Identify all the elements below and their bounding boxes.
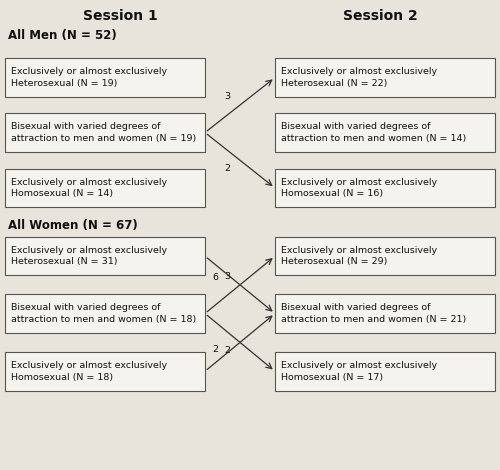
FancyBboxPatch shape (275, 237, 495, 275)
FancyBboxPatch shape (275, 352, 495, 391)
FancyBboxPatch shape (275, 58, 495, 97)
FancyBboxPatch shape (275, 113, 495, 152)
Text: Bisexual with varied degrees of
attraction to men and women (N = 14): Bisexual with varied degrees of attracti… (281, 122, 466, 143)
Text: Exclusively or almost exclusively
Heterosexual (N = 31): Exclusively or almost exclusively Hetero… (11, 246, 167, 266)
Text: 2: 2 (224, 346, 230, 355)
Text: Bisexual with varied degrees of
attraction to men and women (N = 18): Bisexual with varied degrees of attracti… (11, 303, 196, 324)
Text: Session 2: Session 2 (342, 9, 417, 24)
FancyBboxPatch shape (5, 58, 205, 97)
Text: 2: 2 (224, 164, 230, 173)
FancyBboxPatch shape (5, 294, 205, 333)
Text: 3: 3 (224, 272, 230, 281)
Text: 3: 3 (224, 92, 230, 101)
Text: Exclusively or almost exclusively
Homosexual (N = 18): Exclusively or almost exclusively Homose… (11, 361, 167, 382)
Text: 6: 6 (212, 273, 218, 282)
Text: Exclusively or almost exclusively
Homosexual (N = 17): Exclusively or almost exclusively Homose… (281, 361, 437, 382)
FancyBboxPatch shape (5, 352, 205, 391)
Text: Exclusively or almost exclusively
Heterosexual (N = 22): Exclusively or almost exclusively Hetero… (281, 67, 437, 88)
Text: Exclusively or almost exclusively
Homosexual (N = 16): Exclusively or almost exclusively Homose… (281, 178, 437, 198)
Text: Bisexual with varied degrees of
attraction to men and women (N = 19): Bisexual with varied degrees of attracti… (11, 122, 196, 143)
FancyBboxPatch shape (5, 169, 205, 207)
Text: 2: 2 (212, 345, 218, 354)
Text: All Men (N = 52): All Men (N = 52) (8, 29, 116, 42)
FancyBboxPatch shape (275, 169, 495, 207)
FancyBboxPatch shape (275, 294, 495, 333)
Text: Bisexual with varied degrees of
attraction to men and women (N = 21): Bisexual with varied degrees of attracti… (281, 303, 466, 324)
FancyBboxPatch shape (5, 113, 205, 152)
Text: Exclusively or almost exclusively
Homosexual (N = 14): Exclusively or almost exclusively Homose… (11, 178, 167, 198)
Text: All Women (N = 67): All Women (N = 67) (8, 219, 137, 232)
FancyBboxPatch shape (5, 237, 205, 275)
Text: Exclusively or almost exclusively
Heterosexual (N = 29): Exclusively or almost exclusively Hetero… (281, 246, 437, 266)
Text: Exclusively or almost exclusively
Heterosexual (N = 19): Exclusively or almost exclusively Hetero… (11, 67, 167, 88)
Text: Session 1: Session 1 (82, 9, 158, 24)
